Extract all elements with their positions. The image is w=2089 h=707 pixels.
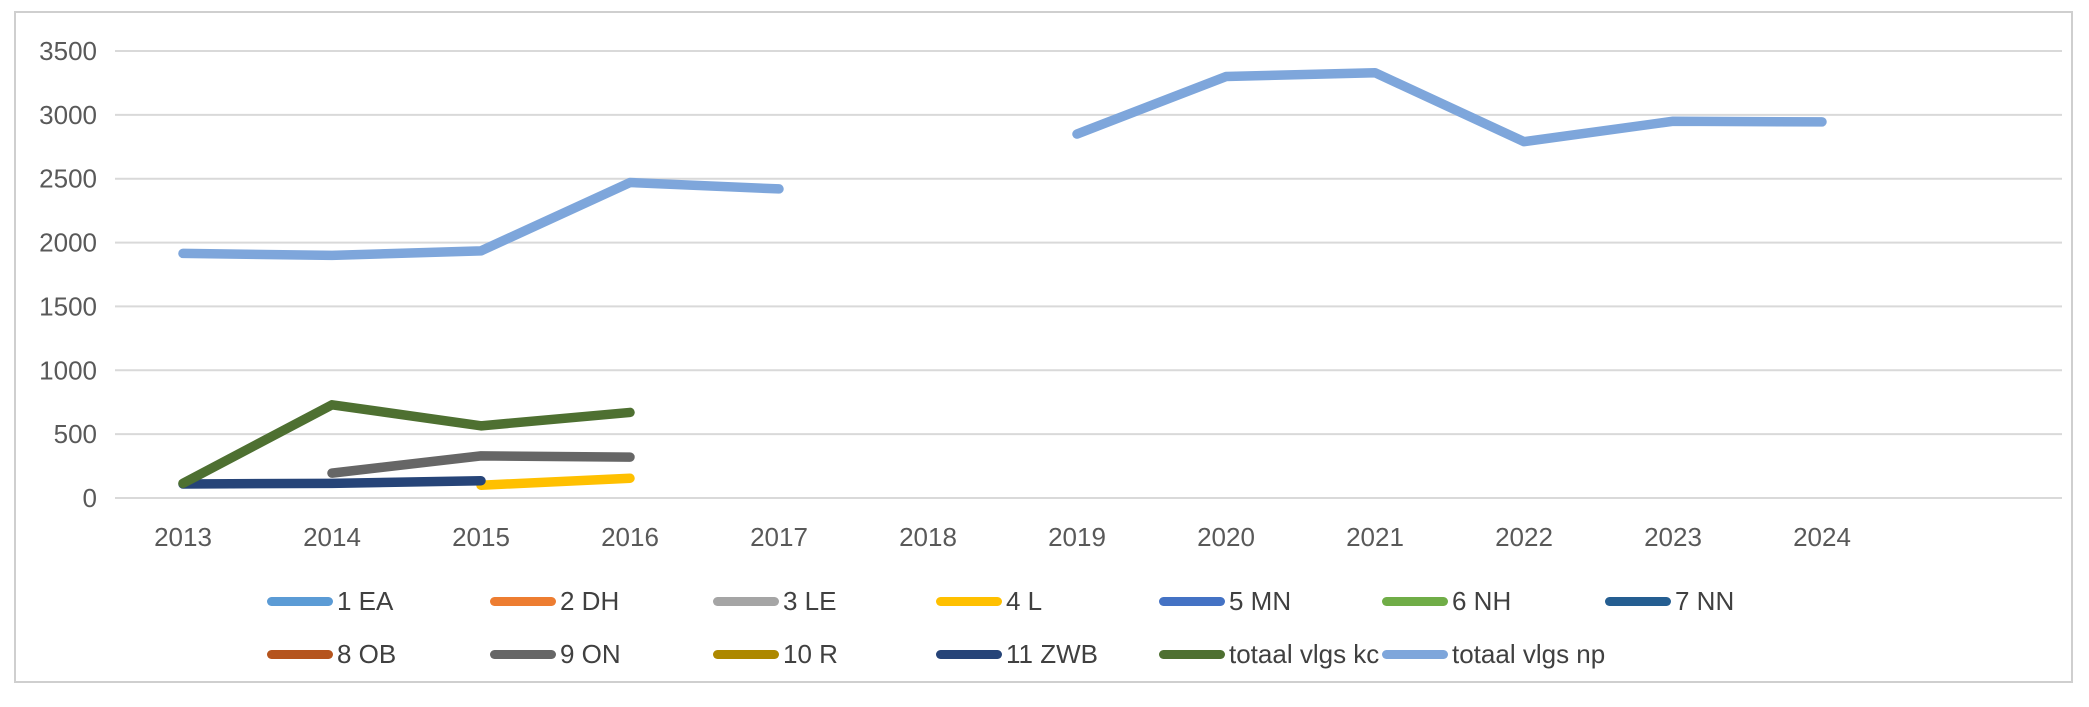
y-axis-tick-label: 3000 [39,100,97,130]
x-axis-tick-label: 2017 [750,522,808,552]
y-axis-tick-label: 1500 [39,291,97,321]
series-line-11-zwb [178,476,486,489]
series-line-totaal-vlgs-np [1072,67,1827,147]
x-axis-tick-label: 2013 [154,522,212,552]
y-axis-tick-label: 3500 [39,36,97,66]
y-axis-tick-label: 0 [83,483,97,513]
y-axis-tick-label: 2000 [39,228,97,258]
x-axis-tick-label: 2016 [601,522,659,552]
x-axis-tick-label: 2014 [303,522,361,552]
series-line-4-l [476,473,635,490]
series-line-totaal-vlgs-np [178,177,784,261]
x-axis-tick-label: 2018 [899,522,957,552]
series-line-9-on [327,451,635,478]
series-line-totaal-vlgs-kc [178,400,635,489]
x-axis-tick-label: 2024 [1793,522,1851,552]
x-axis-tick-label: 2023 [1644,522,1702,552]
x-axis-tick-label: 2020 [1197,522,1255,552]
x-axis-tick-label: 2019 [1048,522,1106,552]
x-axis-tick-label: 2022 [1495,522,1553,552]
x-axis-tick-label: 2015 [452,522,510,552]
y-axis-tick-label: 500 [54,419,97,449]
y-axis-tick-label: 1000 [39,355,97,385]
x-axis-tick-label: 2021 [1346,522,1404,552]
y-axis-tick-label: 2500 [39,164,97,194]
